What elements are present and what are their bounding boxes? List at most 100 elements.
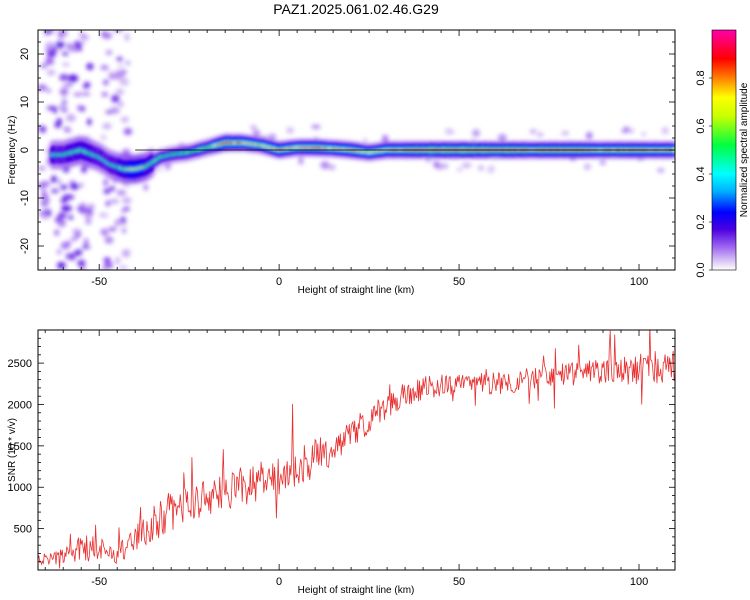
spectrogram-noise-blob bbox=[122, 228, 127, 234]
spectrogram-noise-blob bbox=[61, 100, 67, 105]
spectrogram-noise-blob bbox=[59, 74, 69, 81]
spectrogram-noise-blob bbox=[444, 128, 453, 135]
spectrogram-noise-blob bbox=[60, 198, 69, 203]
spectrogram-noise-blob bbox=[267, 133, 277, 141]
snr-x-tick-label: 0 bbox=[276, 576, 282, 588]
spectrogram-noise-blob bbox=[80, 35, 89, 40]
spectrogram-noise-blob bbox=[68, 215, 74, 220]
spectrogram-noise-blob bbox=[46, 88, 51, 93]
spectrogram-noise-blob bbox=[86, 63, 94, 70]
snr-y-tick-label: 500 bbox=[14, 524, 32, 536]
colorbar-tick-label: 0.0 bbox=[695, 262, 707, 277]
spectrogram-noise-blob bbox=[59, 89, 69, 95]
spectrogram-noise-blob bbox=[50, 188, 59, 194]
spectrogram-noise-blob bbox=[87, 118, 92, 126]
spectrogram-noise-blob bbox=[253, 129, 261, 137]
spectrogram-noise-blob bbox=[629, 128, 634, 133]
spectrogram-noise-blob bbox=[100, 228, 109, 235]
spectrogram-noise-blob bbox=[60, 108, 69, 112]
spectrogram-noise-blob bbox=[82, 92, 91, 96]
spectrogram-noise-blob bbox=[78, 182, 84, 188]
spectrogram-noise-blob bbox=[118, 63, 124, 69]
spectrogram-image bbox=[38, 30, 675, 270]
spectrogram-noise-blob bbox=[123, 128, 133, 136]
spectrogram-noise-blob bbox=[45, 41, 55, 49]
spectrogram-noise-blob bbox=[57, 262, 66, 269]
spectrogram-noise-blob bbox=[119, 216, 126, 224]
spectrogram-noise-blob bbox=[56, 118, 63, 123]
spectrogram-noise-blob bbox=[58, 42, 64, 49]
spectrogram-noise-blob bbox=[83, 81, 91, 88]
spectrogram-noise-blob bbox=[433, 160, 439, 169]
snr-x-label: Height of straight line (km) bbox=[298, 585, 415, 596]
spectrogram-x-tick-label: -50 bbox=[91, 276, 107, 288]
spectrogram-ticks: -50 0 50 100 -20 -10 0 10 20 bbox=[19, 29, 676, 288]
spectrogram-noise-blob bbox=[45, 30, 50, 36]
spectrogram-noise-blob bbox=[478, 165, 484, 171]
spectrogram-noise-blob bbox=[74, 249, 83, 256]
spectrogram-noise-blob bbox=[497, 134, 507, 142]
snr-y-tick-label: 1000 bbox=[8, 482, 32, 494]
spectrogram-noise-blob bbox=[40, 128, 46, 133]
spectrogram-noise-blob bbox=[87, 203, 95, 210]
spectrogram-noise-blob bbox=[64, 127, 72, 133]
spectrogram-noise-blob bbox=[62, 51, 69, 56]
snr-x-tick-label: 50 bbox=[453, 576, 465, 588]
spectrogram-noise-blob bbox=[54, 229, 59, 236]
spectrogram-noise-blob bbox=[60, 241, 71, 250]
spectrogram-noise-blob bbox=[116, 189, 125, 196]
spectrogram-noise-blob bbox=[98, 212, 109, 218]
spectrogram-noise-blob bbox=[70, 237, 78, 241]
colorbar-tick-label: 0.6 bbox=[695, 118, 707, 133]
spectrogram-noise-blob bbox=[75, 232, 81, 238]
colorbar: 0.0 0.2 0.4 0.6 0.8 Normalized spectral ampl… bbox=[695, 29, 750, 278]
snr-background bbox=[38, 330, 675, 570]
spectrogram-noise-blob bbox=[103, 262, 114, 269]
spectrogram-noise-blob bbox=[117, 101, 124, 107]
spectrogram-noise-blob bbox=[623, 126, 630, 131]
spectrogram-noise-blob bbox=[155, 168, 164, 172]
figure-title: PAZ1.2025.061.02.46.G29 bbox=[273, 1, 439, 17]
spectrogram-noise-blob bbox=[46, 69, 56, 76]
spectrogram-noise-blob bbox=[46, 106, 57, 111]
spectrogram-noise-blob bbox=[66, 114, 76, 122]
spectrogram-noise-blob bbox=[437, 162, 443, 171]
spectrogram-noise-blob bbox=[472, 129, 480, 137]
spectrogram-noise-blob bbox=[81, 40, 86, 45]
spectrogram-noise-blob bbox=[69, 180, 76, 185]
spectrogram-noise-blob bbox=[65, 82, 74, 87]
spectrogram-noise-blob bbox=[83, 238, 89, 247]
spectrogram-noise-blob bbox=[114, 70, 123, 78]
spectrogram-noise-blob bbox=[62, 94, 67, 100]
spectrogram-noise-blob bbox=[41, 197, 49, 205]
spectrogram-noise-blob bbox=[104, 31, 109, 40]
spectrogram-noise-blob bbox=[530, 129, 537, 134]
spectrogram-noise-blob bbox=[80, 105, 85, 112]
spectrogram-frame bbox=[37, 29, 676, 271]
spectrogram-noise-blob bbox=[81, 165, 87, 173]
spectrogram-noise-blob bbox=[104, 236, 114, 244]
spectrogram-noise-blob bbox=[68, 74, 79, 83]
spectrogram-noise-blob bbox=[85, 219, 92, 225]
spectrogram-noise-blob bbox=[119, 77, 129, 84]
spectrogram-noise-blob bbox=[123, 206, 130, 212]
spectrogram-noise-blob bbox=[105, 110, 114, 114]
spectrogram-noise-blob bbox=[657, 168, 665, 173]
spectrogram-noise-blob bbox=[109, 71, 114, 76]
spectrogram-noise-blob bbox=[57, 219, 66, 228]
spectrogram-noise-blob bbox=[46, 51, 57, 58]
colorbar-gradient bbox=[712, 30, 736, 270]
spectrogram-noise-blob bbox=[105, 200, 111, 207]
spectrogram-noise-blob bbox=[60, 184, 68, 190]
spectrogram-noise-blob bbox=[103, 79, 109, 86]
spectrogram-noise-blob bbox=[164, 162, 171, 171]
colorbar-frame bbox=[711, 29, 737, 271]
spectrogram-noise-blob bbox=[57, 249, 62, 255]
spectrogram-noise-blob bbox=[61, 205, 67, 212]
spectrogram-panel: -50 0 50 100 -20 -10 0 10 20 Height of straight … bbox=[7, 29, 676, 296]
spectrogram-noise-blob bbox=[45, 209, 52, 216]
spectrogram-noise-blob bbox=[108, 74, 117, 80]
spectrogram-y-tick-label: 0 bbox=[19, 147, 31, 153]
spectrogram-x-tick-label: 0 bbox=[276, 276, 282, 288]
spectrogram-noise-blob bbox=[382, 134, 389, 143]
